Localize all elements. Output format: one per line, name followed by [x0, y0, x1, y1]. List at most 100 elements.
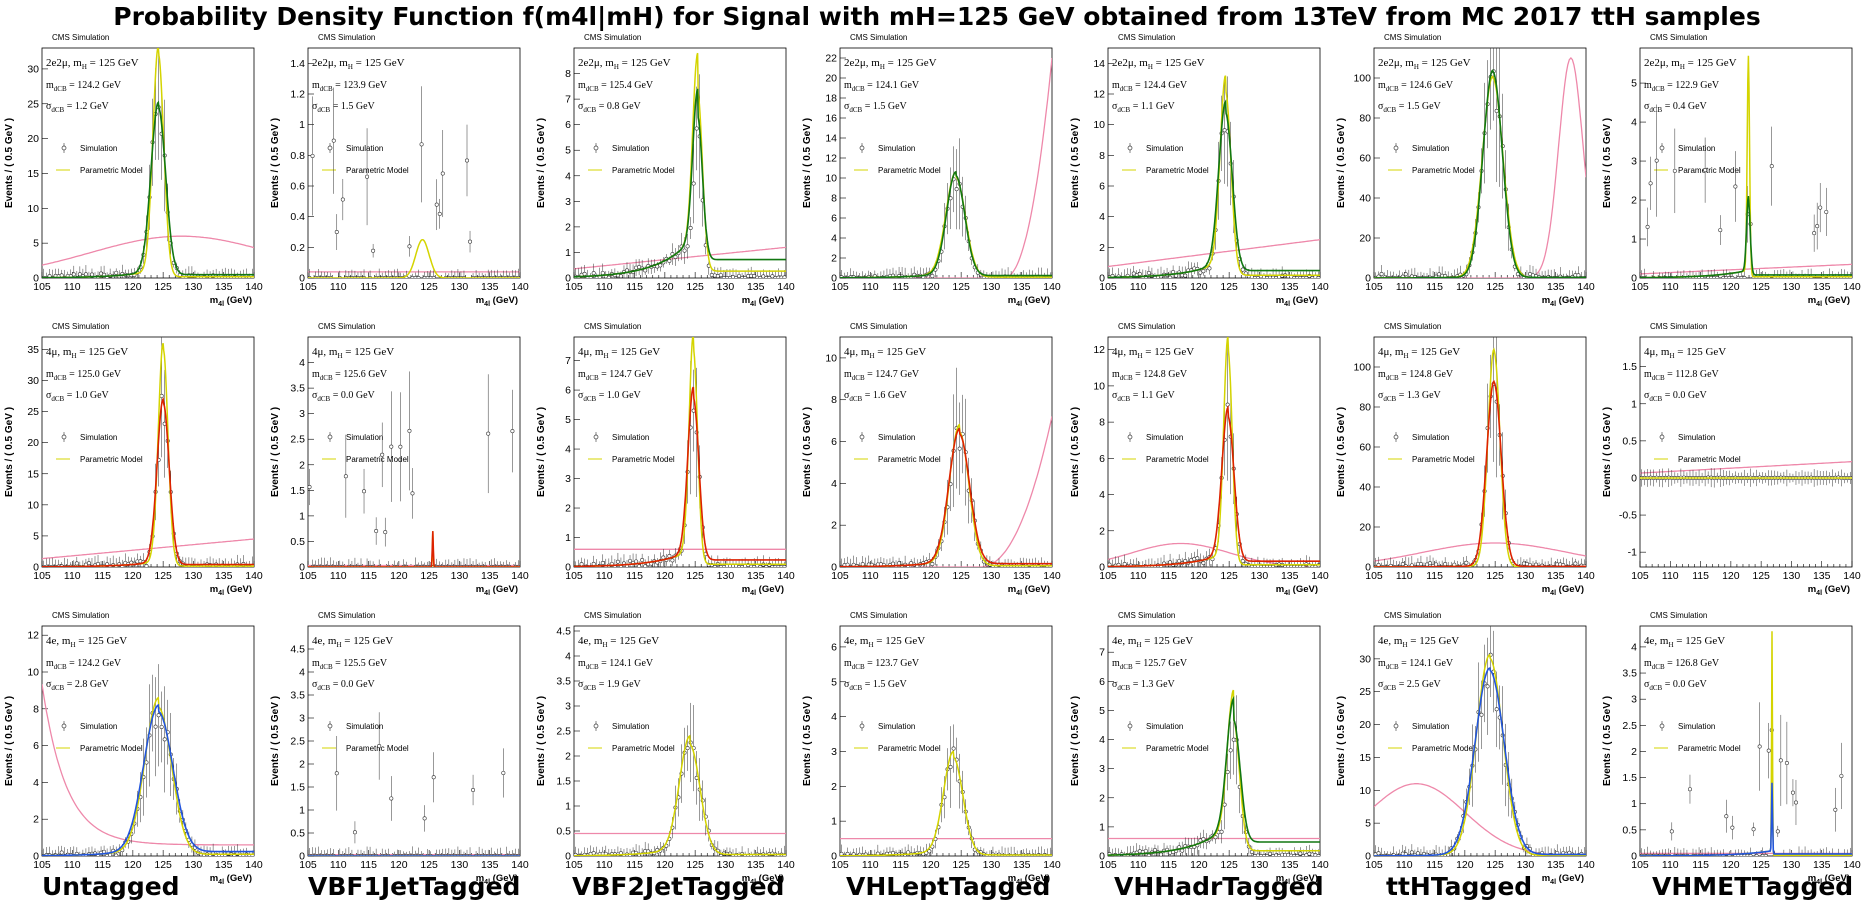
x-tick-label: 135	[1547, 570, 1565, 582]
x-tick-label: 115	[360, 281, 377, 293]
simulation-point	[416, 276, 421, 278]
simulation-point	[1400, 562, 1405, 567]
legend-point-marker	[593, 434, 599, 440]
x-tick-label: 130	[1517, 859, 1535, 871]
y-tick-label: -0.5	[1619, 510, 1637, 522]
y-tick-label: 3	[1631, 156, 1637, 168]
x-tick-label: 130	[983, 570, 1001, 582]
simulation-point	[431, 775, 436, 780]
y-axis-label: Events / ( 0.5 GeV )	[536, 696, 547, 786]
plot-frame	[41, 47, 255, 279]
fit-curve	[574, 386, 786, 567]
legend-point-marker	[593, 145, 599, 151]
cms-label: CMS Simulation	[52, 33, 109, 42]
simulation-point	[930, 274, 935, 278]
fit-curve	[1374, 69, 1586, 278]
x-tick-label: 140	[511, 570, 529, 582]
x-tick-label: 105	[831, 281, 849, 293]
legend-model-label: Parametric Model	[1678, 166, 1741, 175]
legend-point-marker	[1393, 434, 1399, 440]
simulation-point	[1669, 829, 1674, 834]
legend-points-label: Simulation	[612, 144, 649, 153]
parametric-model-curve	[574, 734, 786, 856]
legend-points-label: Simulation	[878, 433, 915, 442]
legend-points-label: Simulation	[1412, 144, 1449, 153]
mdcb-label: mdCB = 126.8 GeV	[1644, 658, 1720, 671]
x-tick-label: 105	[33, 570, 51, 582]
y-tick-label: 22	[825, 53, 837, 65]
y-axis-label: Events / ( 0.5 GeV )	[802, 118, 813, 208]
x-tick-label: 125	[154, 281, 172, 293]
x-tick-label: 110	[1130, 859, 1147, 871]
simulation-point	[1757, 744, 1762, 749]
x-tick-label: 140	[1043, 570, 1061, 582]
simulation-point	[59, 850, 64, 855]
x-tick-label: 140	[1843, 859, 1861, 871]
simulation-point	[1207, 266, 1212, 271]
y-tick-label: 0.5	[290, 828, 305, 840]
x-tick-label: 130	[717, 281, 735, 293]
legend-points-label: Simulation	[80, 144, 117, 153]
legend-model-label: Parametric Model	[1146, 455, 1209, 464]
x-tick-label: 125	[1486, 859, 1504, 871]
category-label-vhlept: VHLeptTagged	[846, 872, 1051, 901]
y-tick-label: 80	[1359, 402, 1371, 414]
simulation-point	[71, 272, 76, 277]
x-tick-label: 140	[245, 281, 263, 293]
y-tick-label: 10	[27, 667, 39, 679]
y-tick-label: 35	[27, 344, 39, 356]
simulation-point	[501, 770, 506, 775]
channel-label: 2e2μ, mH = 125 GeV	[578, 57, 671, 71]
y-tick-label: 4	[33, 777, 39, 789]
legend-point-marker	[1659, 145, 1665, 151]
y-tick-label: 1.5	[290, 485, 305, 497]
x-tick-label: 140	[1843, 570, 1861, 582]
sigma-label: σdCB = 1.2 GeV	[46, 101, 110, 114]
simulation-point	[1168, 560, 1173, 565]
sigma-label: σdCB = 0.0 GeV	[1644, 390, 1708, 403]
sigma-label: σdCB = 1.0 GeV	[46, 390, 110, 403]
x-tick-label: 125	[1752, 570, 1770, 582]
simulation-point	[1122, 562, 1127, 567]
y-tick-label: 0.5	[1622, 824, 1637, 836]
simulation-point	[59, 273, 64, 278]
panel-4e-VHMETTagged: CMS Simulation Events / ( 0.5 GeV ) 105 110…	[1602, 611, 1861, 886]
y-tick-label: 4.5	[556, 626, 571, 638]
y-tick-label: 60	[1359, 153, 1371, 165]
simulation-point	[579, 562, 584, 567]
legend-model-label: Parametric Model	[878, 166, 941, 175]
x-tick-label: 120	[390, 859, 408, 871]
y-axis-label: Events / ( 0.5 GeV )	[1602, 118, 1613, 208]
cms-label: CMS Simulation	[1384, 322, 1441, 331]
simulation-point	[582, 271, 587, 276]
y-tick-label: 4	[831, 711, 837, 723]
plot-area	[1374, 626, 1586, 856]
mdcb-label: mdCB = 124.2 GeV	[46, 80, 122, 93]
sigma-label: σdCB = 1.6 GeV	[844, 390, 908, 403]
x-axis-label: m4l (GeV)	[1808, 295, 1850, 308]
sigma-label: σdCB = 0.8 GeV	[578, 101, 642, 114]
plot-frame	[1107, 625, 1321, 857]
legend-point-marker	[1659, 723, 1665, 729]
simulation-point	[1833, 807, 1838, 812]
plot-frame	[1639, 336, 1853, 568]
y-tick-label: 3	[565, 196, 571, 208]
y-tick-label: 4	[831, 478, 837, 490]
x-tick-label: 130	[451, 281, 469, 293]
mdcb-label: mdCB = 124.8 GeV	[1378, 369, 1454, 382]
legend-model-label: Parametric Model	[1678, 455, 1741, 464]
legend-point-marker	[1127, 434, 1133, 440]
x-tick-label: 135	[215, 859, 233, 871]
y-tick-label: 20	[1359, 719, 1371, 731]
sigma-label: σdCB = 1.9 GeV	[578, 679, 642, 692]
simulation-point	[352, 830, 357, 835]
mdcb-label: mdCB = 123.9 GeV	[312, 80, 388, 93]
simulation-point	[1201, 269, 1206, 274]
mdcb-label: mdCB = 125.5 GeV	[312, 658, 388, 671]
simulation-point	[615, 559, 620, 564]
x-tick-label: 110	[330, 570, 347, 582]
panel-2e2μ-VHHadrTagged: CMS Simulation Events / ( 0.5 GeV ) 105 110…	[1070, 33, 1329, 308]
y-tick-label: 1	[1631, 398, 1637, 410]
x-tick-label: 135	[1281, 281, 1299, 293]
panel-4μ-VHHadrTagged: CMS Simulation Events / ( 0.5 GeV ) 105 110…	[1070, 322, 1329, 597]
